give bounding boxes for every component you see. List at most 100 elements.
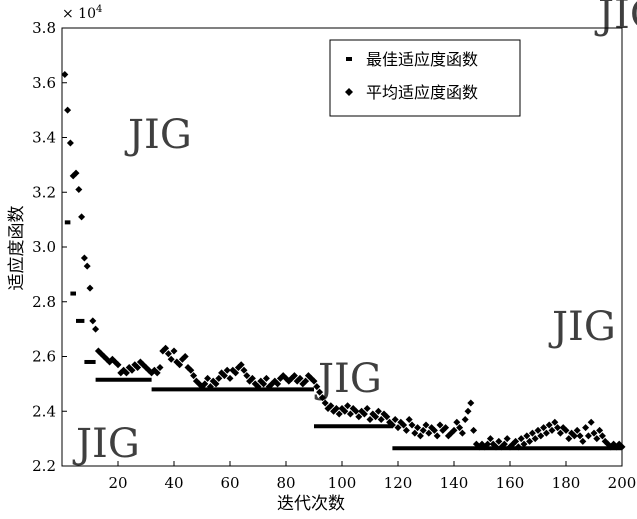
avg-fitness-point: [470, 426, 478, 434]
avg-fitness-point: [542, 429, 550, 437]
avg-fitness-point: [170, 347, 178, 355]
avg-fitness-point: [520, 440, 528, 448]
avg-fitness-point: [220, 372, 228, 380]
avg-fitness-point: [523, 432, 531, 440]
watermark: JIG: [548, 304, 616, 350]
avg-fitness-point: [212, 380, 220, 388]
x-tick-label: 20: [108, 474, 127, 492]
series-avg: [61, 71, 626, 451]
avg-fitness-point: [576, 432, 584, 440]
avg-fitness-point: [243, 372, 251, 380]
avg-fitness-point: [579, 437, 587, 445]
avg-fitness-point: [260, 380, 268, 388]
avg-fitness-point: [419, 426, 427, 434]
avg-fitness-point: [408, 421, 416, 429]
avg-fitness-point: [503, 435, 511, 443]
x-tick-label: 200: [608, 474, 637, 492]
avg-fitness-point: [335, 410, 343, 418]
avg-fitness-point: [584, 432, 592, 440]
avg-fitness-point: [251, 380, 259, 388]
avg-fitness-point: [162, 344, 170, 352]
y-axis-label: 适应度函数: [7, 206, 27, 291]
y-tick-label: 3.8: [32, 19, 56, 37]
y-axis: 2.2 2.4 2.6 2.8 3.0 3.2 3.4 3.6 3.8: [32, 19, 67, 475]
legend-box: [329, 39, 521, 117]
avg-fitness-point: [526, 437, 534, 445]
avg-fitness-point: [355, 413, 363, 421]
avg-fitness-point: [464, 407, 472, 415]
avg-fitness-point: [344, 402, 352, 410]
avg-fitness-point: [590, 429, 598, 437]
avg-fitness-point: [436, 421, 444, 429]
avg-fitness-point: [114, 361, 122, 369]
avg-fitness-point: [226, 374, 234, 382]
avg-fitness-point: [72, 169, 80, 177]
avg-fitness-point: [204, 374, 212, 382]
avg-fitness-point: [274, 380, 282, 388]
avg-fitness-point: [388, 421, 396, 429]
avg-fitness-point: [461, 415, 469, 423]
avg-fitness-point: [548, 426, 556, 434]
avg-fitness-point: [587, 418, 595, 426]
avg-fitness-point: [346, 410, 354, 418]
avg-fitness-point: [593, 435, 601, 443]
avg-fitness-point: [596, 426, 604, 434]
watermark: JIG: [72, 421, 140, 467]
avg-fitness-point: [411, 429, 419, 437]
y-tick-label: 2.6: [32, 348, 56, 366]
avg-fitness-point: [495, 437, 503, 445]
x-tick-label: 100: [328, 474, 357, 492]
avg-fitness-point: [190, 372, 198, 380]
x-tick-label: 160: [496, 474, 525, 492]
avg-fitness-point: [167, 355, 175, 363]
x-tick-label: 140: [440, 474, 469, 492]
avg-fitness-point: [416, 432, 424, 440]
avg-fitness-point: [318, 394, 326, 402]
avg-fitness-point: [618, 443, 626, 451]
avg-fitness-point: [248, 374, 256, 382]
avg-fitness-point: [486, 435, 494, 443]
avg-fitness-point: [360, 410, 368, 418]
avg-fitness-point: [450, 426, 458, 434]
avg-fitness-point: [414, 424, 422, 432]
avg-fitness-point: [240, 366, 248, 374]
avg-fitness-point: [164, 350, 172, 358]
avg-fitness-point: [528, 429, 536, 437]
y-tick-label: 2.2: [32, 457, 56, 475]
y-tick-label: 3.4: [32, 129, 56, 147]
avg-fitness-point: [562, 426, 570, 434]
avg-fitness-point: [341, 407, 349, 415]
avg-fitness-point: [327, 402, 335, 410]
x-axis: 20 40 60 80 100 120 140 160 180 200: [108, 461, 636, 492]
avg-fitness-point: [422, 421, 430, 429]
avg-fitness-point: [458, 429, 466, 437]
watermark: JIG: [594, 0, 637, 38]
avg-fitness-point: [128, 366, 136, 374]
avg-fitness-point: [223, 366, 231, 374]
avg-fitness-point: [456, 424, 464, 432]
avg-fitness-point: [433, 432, 441, 440]
avg-fitness-point: [237, 361, 245, 369]
avg-fitness-point: [181, 353, 189, 360]
avg-fitness-point: [66, 139, 74, 147]
avg-fitness-point: [80, 254, 88, 262]
avg-fitness-point: [453, 418, 461, 426]
avg-fitness-point: [554, 424, 562, 432]
watermark: JIG: [124, 112, 192, 158]
avg-fitness-point: [201, 380, 209, 388]
series-best: [64, 220, 622, 451]
avg-fitness-point: [206, 383, 214, 391]
avg-fitness-point: [534, 426, 542, 434]
x-tick-label: 40: [164, 474, 183, 492]
avg-fitness-point: [514, 443, 522, 451]
avg-fitness-point: [556, 429, 564, 437]
avg-fitness-point: [492, 443, 500, 451]
avg-fitness-point: [310, 377, 318, 385]
avg-fitness-point: [512, 437, 520, 445]
avg-fitness-point: [537, 432, 545, 440]
x-tick-label: 60: [220, 474, 239, 492]
y-multiplier: × 104: [62, 4, 102, 22]
x-tick-label: 80: [276, 474, 295, 492]
avg-fitness-point: [134, 363, 142, 371]
legend-label-best: 最佳适应度函数: [366, 50, 478, 69]
